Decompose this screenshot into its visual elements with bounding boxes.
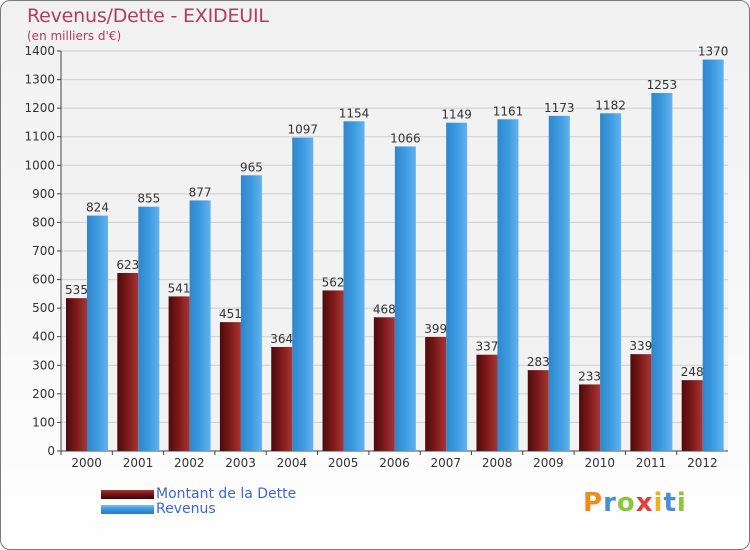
x-tick-label: 2009 — [533, 456, 564, 470]
bar-dette — [527, 370, 549, 451]
legend-swatch-revenus — [101, 505, 154, 514]
logo-letter: x — [635, 488, 654, 518]
bar-revenus — [394, 146, 416, 451]
x-tick-label: 2011 — [636, 456, 667, 470]
legend-item-revenus: Revenus — [101, 502, 296, 517]
value-label-dette: 562 — [322, 275, 345, 289]
legend-label-revenus: Revenus — [156, 501, 216, 517]
y-tick-label: 700 — [32, 244, 55, 258]
y-tick-label: 1200 — [24, 101, 55, 115]
value-label-revenus: 1173 — [544, 101, 575, 115]
value-label-dette: 248 — [681, 365, 704, 379]
bar-dette — [579, 384, 601, 451]
value-label-revenus: 1149 — [441, 108, 472, 122]
value-label-dette: 337 — [476, 340, 499, 354]
value-label-revenus: 855 — [137, 192, 160, 206]
y-tick-label: 1000 — [24, 158, 55, 172]
legend-swatch-dette — [101, 490, 154, 499]
bar-revenus — [651, 93, 673, 451]
x-tick-label: 2010 — [584, 456, 615, 470]
bar-dette — [168, 296, 190, 451]
bar-revenus — [87, 215, 108, 451]
bar-revenus — [702, 59, 724, 451]
value-label-revenus: 1161 — [493, 104, 524, 118]
value-label-revenus: 824 — [86, 201, 109, 215]
y-tick-label: 1100 — [24, 130, 55, 144]
bar-dette — [322, 290, 344, 451]
x-tick-label: 2001 — [123, 456, 154, 470]
value-label-dette: 283 — [527, 355, 550, 369]
value-label-revenus: 1066 — [390, 131, 421, 145]
value-label-dette: 399 — [424, 322, 447, 336]
x-tick-label: 2003 — [225, 456, 256, 470]
value-label-dette: 339 — [629, 339, 652, 353]
y-tick-label: 200 — [32, 387, 55, 401]
legend: Montant de la Dette Revenus — [101, 487, 296, 517]
y-tick-label: 100 — [32, 415, 55, 429]
chart-subtitle: (en milliers d'€) — [27, 29, 122, 43]
x-tick-label: 2002 — [174, 456, 205, 470]
y-tick-label: 900 — [32, 187, 55, 201]
bar-revenus — [548, 115, 570, 451]
bar-revenus — [189, 200, 211, 451]
bar-revenus — [240, 175, 262, 452]
proxiti-logo: Proxiti — [583, 488, 687, 518]
value-label-revenus: 1253 — [647, 78, 678, 92]
bar-dette — [630, 354, 652, 451]
bar-dette — [373, 317, 395, 451]
x-tick-label: 2006 — [379, 456, 410, 470]
value-label-dette: 468 — [373, 302, 396, 316]
logo-letter: P — [583, 488, 604, 518]
logo-letter: i — [676, 488, 687, 518]
value-label-dette: 535 — [65, 283, 88, 297]
x-tick-label: 2000 — [71, 456, 102, 470]
value-label-dette: 541 — [168, 281, 191, 295]
y-tick-label: 0 — [47, 444, 55, 458]
bar-dette — [271, 347, 293, 451]
legend-item-dette: Montant de la Dette — [101, 487, 296, 502]
logo-letter: o — [616, 488, 636, 518]
value-label-revenus: 1182 — [595, 98, 626, 112]
value-label-revenus: 877 — [189, 185, 212, 199]
value-label-revenus: 1370 — [698, 45, 729, 59]
x-tick-label: 2007 — [431, 456, 462, 470]
value-label-dette: 451 — [219, 307, 242, 321]
bar-dette — [425, 337, 447, 451]
value-label-revenus: 1154 — [339, 106, 370, 120]
y-tick-label: 600 — [32, 273, 55, 287]
y-tick-label: 500 — [32, 301, 55, 315]
y-tick-label: 300 — [32, 358, 55, 372]
value-label-dette: 233 — [578, 369, 601, 383]
x-tick-label: 2005 — [328, 456, 359, 470]
value-label-revenus: 965 — [240, 160, 263, 174]
x-tick-label: 2012 — [687, 456, 718, 470]
bar-revenus — [343, 121, 365, 452]
bar-revenus — [497, 119, 519, 452]
bar-dette — [476, 354, 498, 451]
bar-revenus — [446, 122, 468, 451]
value-label-dette: 623 — [116, 258, 139, 272]
value-label-dette: 364 — [270, 332, 293, 346]
logo-letter: i — [653, 488, 664, 518]
y-tick-label: 1400 — [24, 44, 55, 58]
y-tick-label: 800 — [32, 215, 55, 229]
bar-revenus — [292, 137, 314, 452]
y-tick-label: 1300 — [24, 73, 55, 87]
x-tick-label: 2004 — [277, 456, 308, 470]
bar-revenus — [138, 206, 160, 451]
bar-revenus — [600, 113, 622, 452]
bar-dette — [219, 322, 241, 451]
x-tick-label: 2008 — [482, 456, 513, 470]
logo-letter: r — [603, 488, 617, 518]
value-label-revenus: 1097 — [287, 123, 318, 137]
chart-title: Revenus/Dette - EXIDEUIL — [27, 5, 269, 27]
legend-label-dette: Montant de la Dette — [156, 486, 297, 502]
logo-letter: t — [663, 488, 677, 518]
bar-dette — [681, 380, 703, 451]
bar-dette — [66, 298, 87, 451]
bar-dette — [117, 273, 139, 451]
y-tick-label: 400 — [32, 330, 55, 344]
